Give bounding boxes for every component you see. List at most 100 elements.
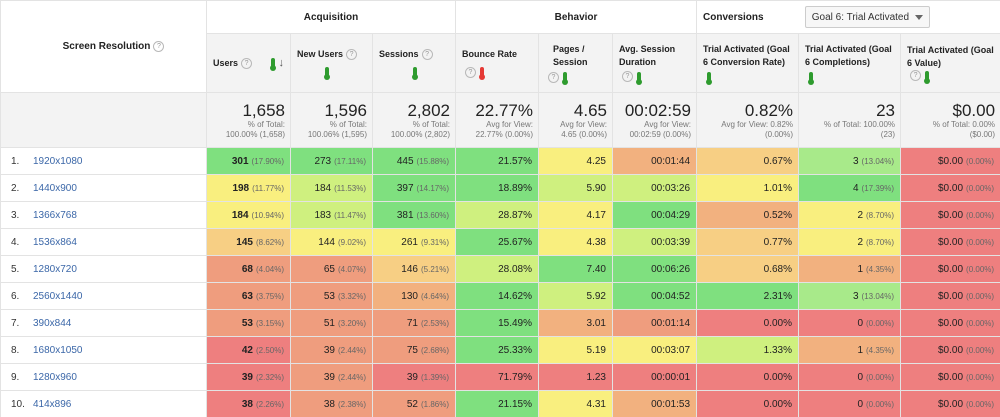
screen-resolution-link[interactable]: 1280x960	[33, 371, 77, 383]
screen-resolution-link[interactable]: 2560x1440	[33, 290, 83, 302]
col-pages-session-label: Pages / Session	[553, 43, 588, 67]
screen-resolution-link[interactable]: 1366x768	[33, 209, 77, 221]
help-icon[interactable]: ?	[465, 66, 476, 78]
col-conv-rate-label: Trial Activated (Goal 6 Conversion Rate)	[703, 43, 790, 67]
col-avg-duration[interactable]: Avg. Session Duration ?	[611, 33, 698, 93]
avg-duration-cell-value: 00:06:26	[651, 263, 691, 275]
dimension-header[interactable]: Screen Resolution?	[0, 0, 207, 93]
help-icon[interactable]: ?	[421, 49, 433, 61]
avg-duration-cell: 00:06:26	[611, 255, 698, 283]
col-sessions[interactable]: Sessions?	[372, 33, 456, 93]
value-cell-value: $0.00	[938, 290, 964, 302]
bounce-rate-cell: 28.87%	[455, 201, 539, 229]
help-icon[interactable]: ?	[346, 49, 358, 61]
total-value: 1,596	[324, 100, 367, 120]
users-cell: 39 (2.32%)	[206, 363, 291, 391]
completions-cell-value: 1	[857, 344, 863, 356]
col-conv-rate[interactable]: Trial Activated (Goal 6 Conversion Rate)	[696, 33, 800, 93]
completions-cell-value: 1	[857, 263, 863, 275]
conv-rate-cell: 1.01%	[696, 174, 800, 202]
conv-rate-cell-value: 1.33%	[763, 344, 793, 356]
col-value[interactable]: Trial Activated (Goal 6 Value) ?	[900, 33, 1000, 93]
dimension-cell: 3. 1366x768	[0, 201, 207, 229]
conv-rate-cell-value: 0.67%	[763, 155, 793, 167]
screen-resolution-link[interactable]: 1680x1050	[33, 344, 83, 356]
screen-resolution-link[interactable]: 1920x1080	[33, 155, 83, 167]
table-row: 9. 1280x960 39 (2.32%) 39 (2.44%) 39 (1.39%) 71.…	[0, 363, 1000, 391]
completions-cell-value: 0	[857, 398, 863, 410]
bounce-rate-cell-value: 28.87%	[498, 209, 532, 221]
thermometer-icon	[324, 66, 330, 80]
value-cell-percent: (0.00%)	[966, 264, 995, 274]
screen-resolution-link[interactable]: 1536x864	[33, 236, 77, 248]
sessions-cell: 71 (2.53%)	[372, 309, 456, 337]
dimension-cell: 6. 2560x1440	[0, 282, 207, 310]
total-value: $0.00% of Total: 0.00% ($0.00)	[900, 92, 1000, 148]
sessions-cell-value: 39	[406, 371, 418, 383]
avg-duration-cell-value: 00:03:39	[651, 236, 691, 248]
total-sub: % of Total:	[247, 119, 285, 129]
col-users[interactable]: Users? ↓	[206, 33, 291, 93]
acquisition-group: Acquisition	[206, 0, 456, 34]
value-cell: $0.00 (0.00%)	[900, 309, 1000, 337]
col-bounce-rate[interactable]: Bounce Rate ?	[455, 33, 539, 93]
pages-session-cell-value: 7.40	[586, 263, 606, 275]
col-new-users[interactable]: New Users?	[290, 33, 373, 93]
help-icon[interactable]: ?	[241, 57, 253, 69]
pages-session-cell: 3.01	[538, 309, 613, 337]
col-completions[interactable]: Trial Activated (Goal 6 Completions)	[798, 33, 902, 93]
value-cell-percent: (0.00%)	[966, 237, 995, 247]
row-rank: 7.	[11, 317, 20, 329]
thermometer-icon	[706, 72, 713, 86]
avg-duration-cell: 00:01:53	[611, 390, 698, 417]
users-cell: 53 (3.15%)	[206, 309, 291, 337]
behavior-group: Behavior	[454, 0, 698, 34]
pages-session-cell: 4.25	[538, 147, 613, 175]
sessions-cell-value: 71	[406, 317, 418, 329]
total-sub: % of Total:	[329, 119, 367, 129]
pages-session-cell-value: 1.23	[586, 371, 606, 383]
dimension-cell: 10. 414x896	[0, 390, 207, 417]
screen-resolution-link[interactable]: 1280x720	[33, 263, 77, 275]
help-icon[interactable]: ?	[622, 71, 633, 83]
sessions-cell-percent: (2.68%)	[420, 345, 449, 355]
conv-rate-cell: 0.52%	[696, 201, 800, 229]
pages-session-cell: 5.90	[538, 174, 613, 202]
total-pages-session: 4.65 Avg for View: 4.65 (0.00%)	[538, 92, 613, 148]
users-cell-percent: (2.32%)	[255, 372, 284, 382]
screen-resolution-link[interactable]: 390x844	[33, 317, 72, 329]
completions-cell-value: 2	[857, 209, 863, 221]
sessions-cell-percent: (15.88%)	[416, 156, 449, 166]
pages-session-cell-value: 4.31	[586, 398, 606, 410]
col-completions-label: Trial Activated (Goal 6 Completions)	[805, 43, 892, 67]
total-bounce-rate: 22.77% Avg for View: 22.77% (0.00%)	[455, 92, 539, 148]
goal-select[interactable]: Goal 6: Trial Activated	[804, 6, 931, 28]
users-cell-percent: (10.94%)	[251, 210, 284, 220]
completions-cell-percent: (13.04%)	[861, 156, 895, 166]
value-cell: $0.00 (0.00%)	[900, 201, 1000, 229]
conv-rate-cell: 0.67%	[696, 147, 800, 175]
new-users-cell-percent: (3.32%)	[337, 291, 366, 301]
new-users-cell-percent: (11.47%)	[334, 210, 366, 220]
new-users-cell-value: 273	[314, 155, 332, 167]
sort-down-icon[interactable]: ↓	[278, 56, 285, 69]
total-users: 1,658% of Total: 100.00% (1,658)	[206, 92, 291, 148]
sessions-cell: 445 (15.88%)	[372, 147, 456, 175]
help-icon[interactable]: ?	[548, 71, 559, 83]
bounce-rate-cell-value: 15.49%	[498, 317, 532, 329]
screen-resolution-link[interactable]: 414x896	[33, 398, 72, 410]
new-users-cell-value: 39	[323, 344, 335, 356]
help-icon[interactable]: ?	[153, 40, 165, 52]
bounce-rate-cell-value: 25.33%	[498, 344, 532, 356]
screen-resolution-link[interactable]: 1440x900	[33, 182, 77, 194]
value-cell-value: $0.00	[938, 155, 964, 167]
help-icon[interactable]: ?	[910, 70, 922, 82]
col-pages-session[interactable]: Pages / Session ?	[538, 33, 613, 93]
col-users-label: Users	[213, 57, 239, 68]
row-rank: 5.	[11, 263, 20, 275]
sessions-cell-percent: (14.17%)	[416, 183, 449, 193]
conv-rate-cell: 0.00%	[696, 363, 800, 391]
new-users-cell: 51 (3.20%)	[290, 309, 373, 337]
total-conv-rate: 0.82% Avg for View: 0.82% (0.00%)	[696, 92, 800, 148]
